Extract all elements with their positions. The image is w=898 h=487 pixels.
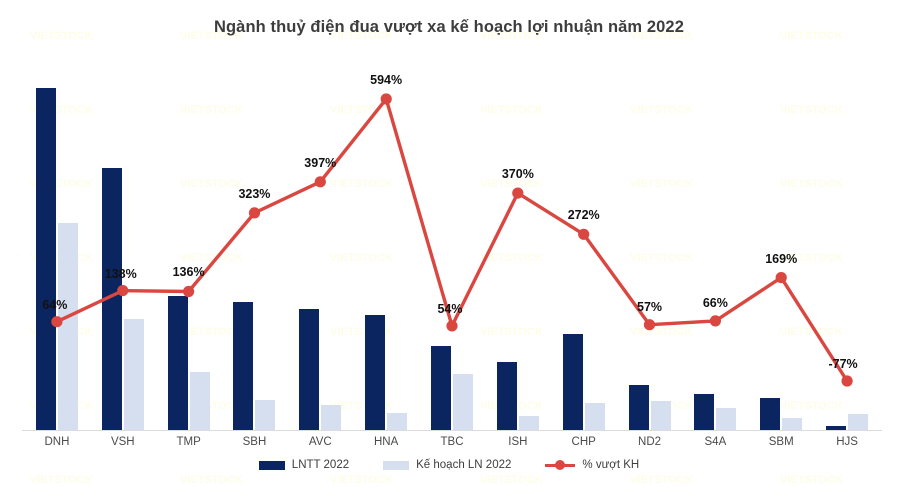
- data-label-chp: 272%: [567, 208, 600, 223]
- data-label-dnh: 64%: [42, 297, 68, 312]
- data-point-tbc: [446, 320, 458, 332]
- data-point-avc: [314, 176, 326, 188]
- bar-kehoach-sbm: [782, 418, 803, 430]
- watermark-text: VIETSTOCK: [630, 30, 693, 42]
- watermark-text: VIETSTOCK: [180, 30, 243, 42]
- watermark-text: VIETSTOCK: [630, 474, 693, 486]
- legend-item-lntt[interactable]: LNTT 2022: [258, 459, 350, 471]
- watermark-text: VIETSTOCK: [780, 474, 843, 486]
- bar-lntt-vsh: [101, 168, 122, 430]
- x-axis-label-hna: HNA: [374, 436, 399, 448]
- bar-lntt-ish: [496, 362, 517, 430]
- data-point-hjs: [841, 375, 853, 387]
- watermark-text: VIETSTOCK: [30, 474, 93, 486]
- chart-title: Ngành thuỷ điện đua vượt xa kế hoạch lợi…: [213, 18, 684, 36]
- data-label-tmp: 136%: [172, 265, 205, 280]
- watermark-text: VIETSTOCK: [780, 30, 843, 42]
- bar-kehoach-sbh: [255, 400, 276, 430]
- bar-kehoach-hna: [387, 412, 408, 430]
- data-label-hjs: -77%: [828, 357, 858, 371]
- bar-kehoach-hjs: [848, 414, 869, 430]
- bar-lntt-hjs: [826, 425, 847, 430]
- x-axis-label-sbm: SBM: [768, 436, 794, 448]
- x-axis-baseline: [22, 430, 882, 431]
- bar-kehoach-dnh: [57, 223, 78, 430]
- data-label-nd2: 57%: [637, 299, 663, 314]
- watermark-text: VIETSTOCK: [780, 400, 843, 412]
- watermark-text: VIETSTOCK: [30, 30, 93, 42]
- legend-label-vuotkh: % vượt KH: [582, 459, 640, 471]
- legend-label-kehoach: Kế hoạch LN 2022: [416, 459, 512, 471]
- watermark-text: VIETSTOCK: [330, 474, 393, 486]
- bar-kehoach-vsh: [123, 318, 144, 430]
- data-label-vsh: 138%: [104, 266, 137, 281]
- bar-lntt-sbh: [233, 302, 254, 430]
- data-label-s4a: 66%: [702, 295, 728, 310]
- data-point-sbh: [248, 207, 261, 219]
- bar-lntt-sbm: [760, 398, 781, 430]
- bar-kehoach-nd2: [650, 401, 671, 430]
- data-point-ish: [512, 187, 524, 199]
- watermark-text: VIETSTOCK: [180, 474, 243, 486]
- watermark-text: VIETSTOCK: [330, 30, 393, 42]
- legend-swatch-navy-icon: [258, 460, 285, 470]
- legend-label-lntt: LNTT 2022: [291, 459, 350, 471]
- x-axis-label-tmp: TMP: [176, 436, 201, 448]
- bar-kehoach-avc: [321, 405, 342, 430]
- data-label-sbh: 323%: [238, 186, 271, 201]
- legend-swatch-light-icon: [383, 460, 410, 470]
- bar-kehoach-tbc: [453, 374, 473, 430]
- data-label-avc: 397%: [304, 155, 337, 170]
- x-axis-label-tbc: TBC: [440, 436, 464, 448]
- bar-kehoach-tmp: [189, 372, 210, 430]
- legend-line-marker-icon: [545, 459, 576, 471]
- chart-legend: LNTT 2022 Kế hoạch LN 2022 % vượt KH: [0, 459, 898, 471]
- data-point-hna: [380, 93, 392, 105]
- bar-kehoach-ish: [518, 415, 539, 430]
- bar-lntt-nd2: [628, 385, 649, 430]
- watermark-text: VIETSTOCK: [480, 474, 543, 486]
- data-point-sbm: [775, 272, 787, 284]
- bar-lntt-avc: [299, 308, 320, 430]
- x-axis-label-hjs: HJS: [836, 436, 858, 448]
- x-axis-label-vsh: VSH: [110, 436, 135, 448]
- bar-lntt-tbc: [431, 345, 451, 430]
- bar-lntt-dnh: [35, 88, 56, 430]
- x-axis-label-dnh: DNH: [44, 436, 70, 448]
- x-axis-label-nd2: ND2: [638, 436, 662, 448]
- bar-lntt-hna: [365, 314, 386, 430]
- data-label-tbc: 54%: [437, 301, 463, 316]
- legend-item-kehoach[interactable]: Kế hoạch LN 2022: [383, 459, 511, 471]
- bar-kehoach-s4a: [716, 408, 737, 430]
- data-point-s4a: [709, 315, 722, 327]
- watermark-text: VIETSTOCK: [480, 30, 543, 42]
- bar-lntt-tmp: [167, 295, 188, 430]
- x-axis-label-ish: ISH: [508, 436, 528, 448]
- data-label-hna: 594%: [370, 73, 403, 87]
- data-label-sbm: 169%: [765, 251, 798, 266]
- legend-item-vuotkh[interactable]: % vượt KH: [545, 459, 639, 471]
- data-label-ish: 370%: [501, 167, 534, 182]
- data-point-nd2: [643, 319, 656, 331]
- x-axis-label-chp: CHP: [571, 436, 596, 448]
- x-axis-label-sbh: SBH: [242, 436, 267, 448]
- bar-lntt-s4a: [694, 394, 715, 430]
- bar-lntt-chp: [562, 333, 583, 430]
- data-point-chp: [578, 228, 590, 240]
- bar-kehoach-chp: [584, 402, 605, 430]
- x-axis-label-avc: AVC: [308, 436, 332, 448]
- x-axis-label-s4a: S4A: [704, 436, 727, 448]
